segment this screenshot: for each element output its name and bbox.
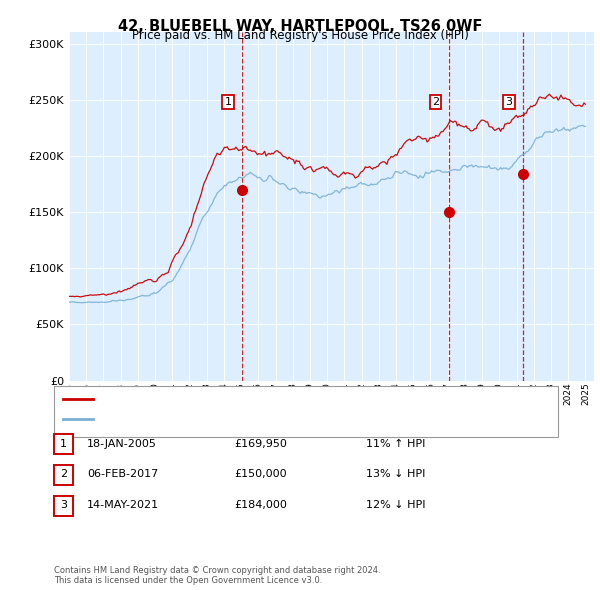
Text: 2: 2 bbox=[60, 470, 67, 479]
Text: 13% ↓ HPI: 13% ↓ HPI bbox=[366, 470, 425, 479]
Text: 3: 3 bbox=[506, 97, 512, 107]
Text: 12% ↓ HPI: 12% ↓ HPI bbox=[366, 500, 425, 510]
Text: 2: 2 bbox=[432, 97, 439, 107]
Text: 42, BLUEBELL WAY, HARTLEPOOL, TS26 0WF (detached house): 42, BLUEBELL WAY, HARTLEPOOL, TS26 0WF (… bbox=[97, 395, 422, 404]
Text: 14-MAY-2021: 14-MAY-2021 bbox=[87, 500, 159, 510]
Text: 11% ↑ HPI: 11% ↑ HPI bbox=[366, 439, 425, 448]
Text: £169,950: £169,950 bbox=[234, 439, 287, 448]
Text: 18-JAN-2005: 18-JAN-2005 bbox=[87, 439, 157, 448]
Text: £184,000: £184,000 bbox=[234, 500, 287, 510]
Text: £150,000: £150,000 bbox=[234, 470, 287, 479]
Text: Price paid vs. HM Land Registry's House Price Index (HPI): Price paid vs. HM Land Registry's House … bbox=[131, 30, 469, 42]
Text: Contains HM Land Registry data © Crown copyright and database right 2024.
This d: Contains HM Land Registry data © Crown c… bbox=[54, 566, 380, 585]
Text: 06-FEB-2017: 06-FEB-2017 bbox=[87, 470, 158, 479]
Text: 3: 3 bbox=[60, 500, 67, 510]
Text: HPI: Average price, detached house, Hartlepool: HPI: Average price, detached house, Hart… bbox=[97, 414, 344, 424]
Text: 1: 1 bbox=[225, 97, 232, 107]
Text: 1: 1 bbox=[60, 439, 67, 448]
Text: 42, BLUEBELL WAY, HARTLEPOOL, TS26 0WF: 42, BLUEBELL WAY, HARTLEPOOL, TS26 0WF bbox=[118, 19, 482, 34]
